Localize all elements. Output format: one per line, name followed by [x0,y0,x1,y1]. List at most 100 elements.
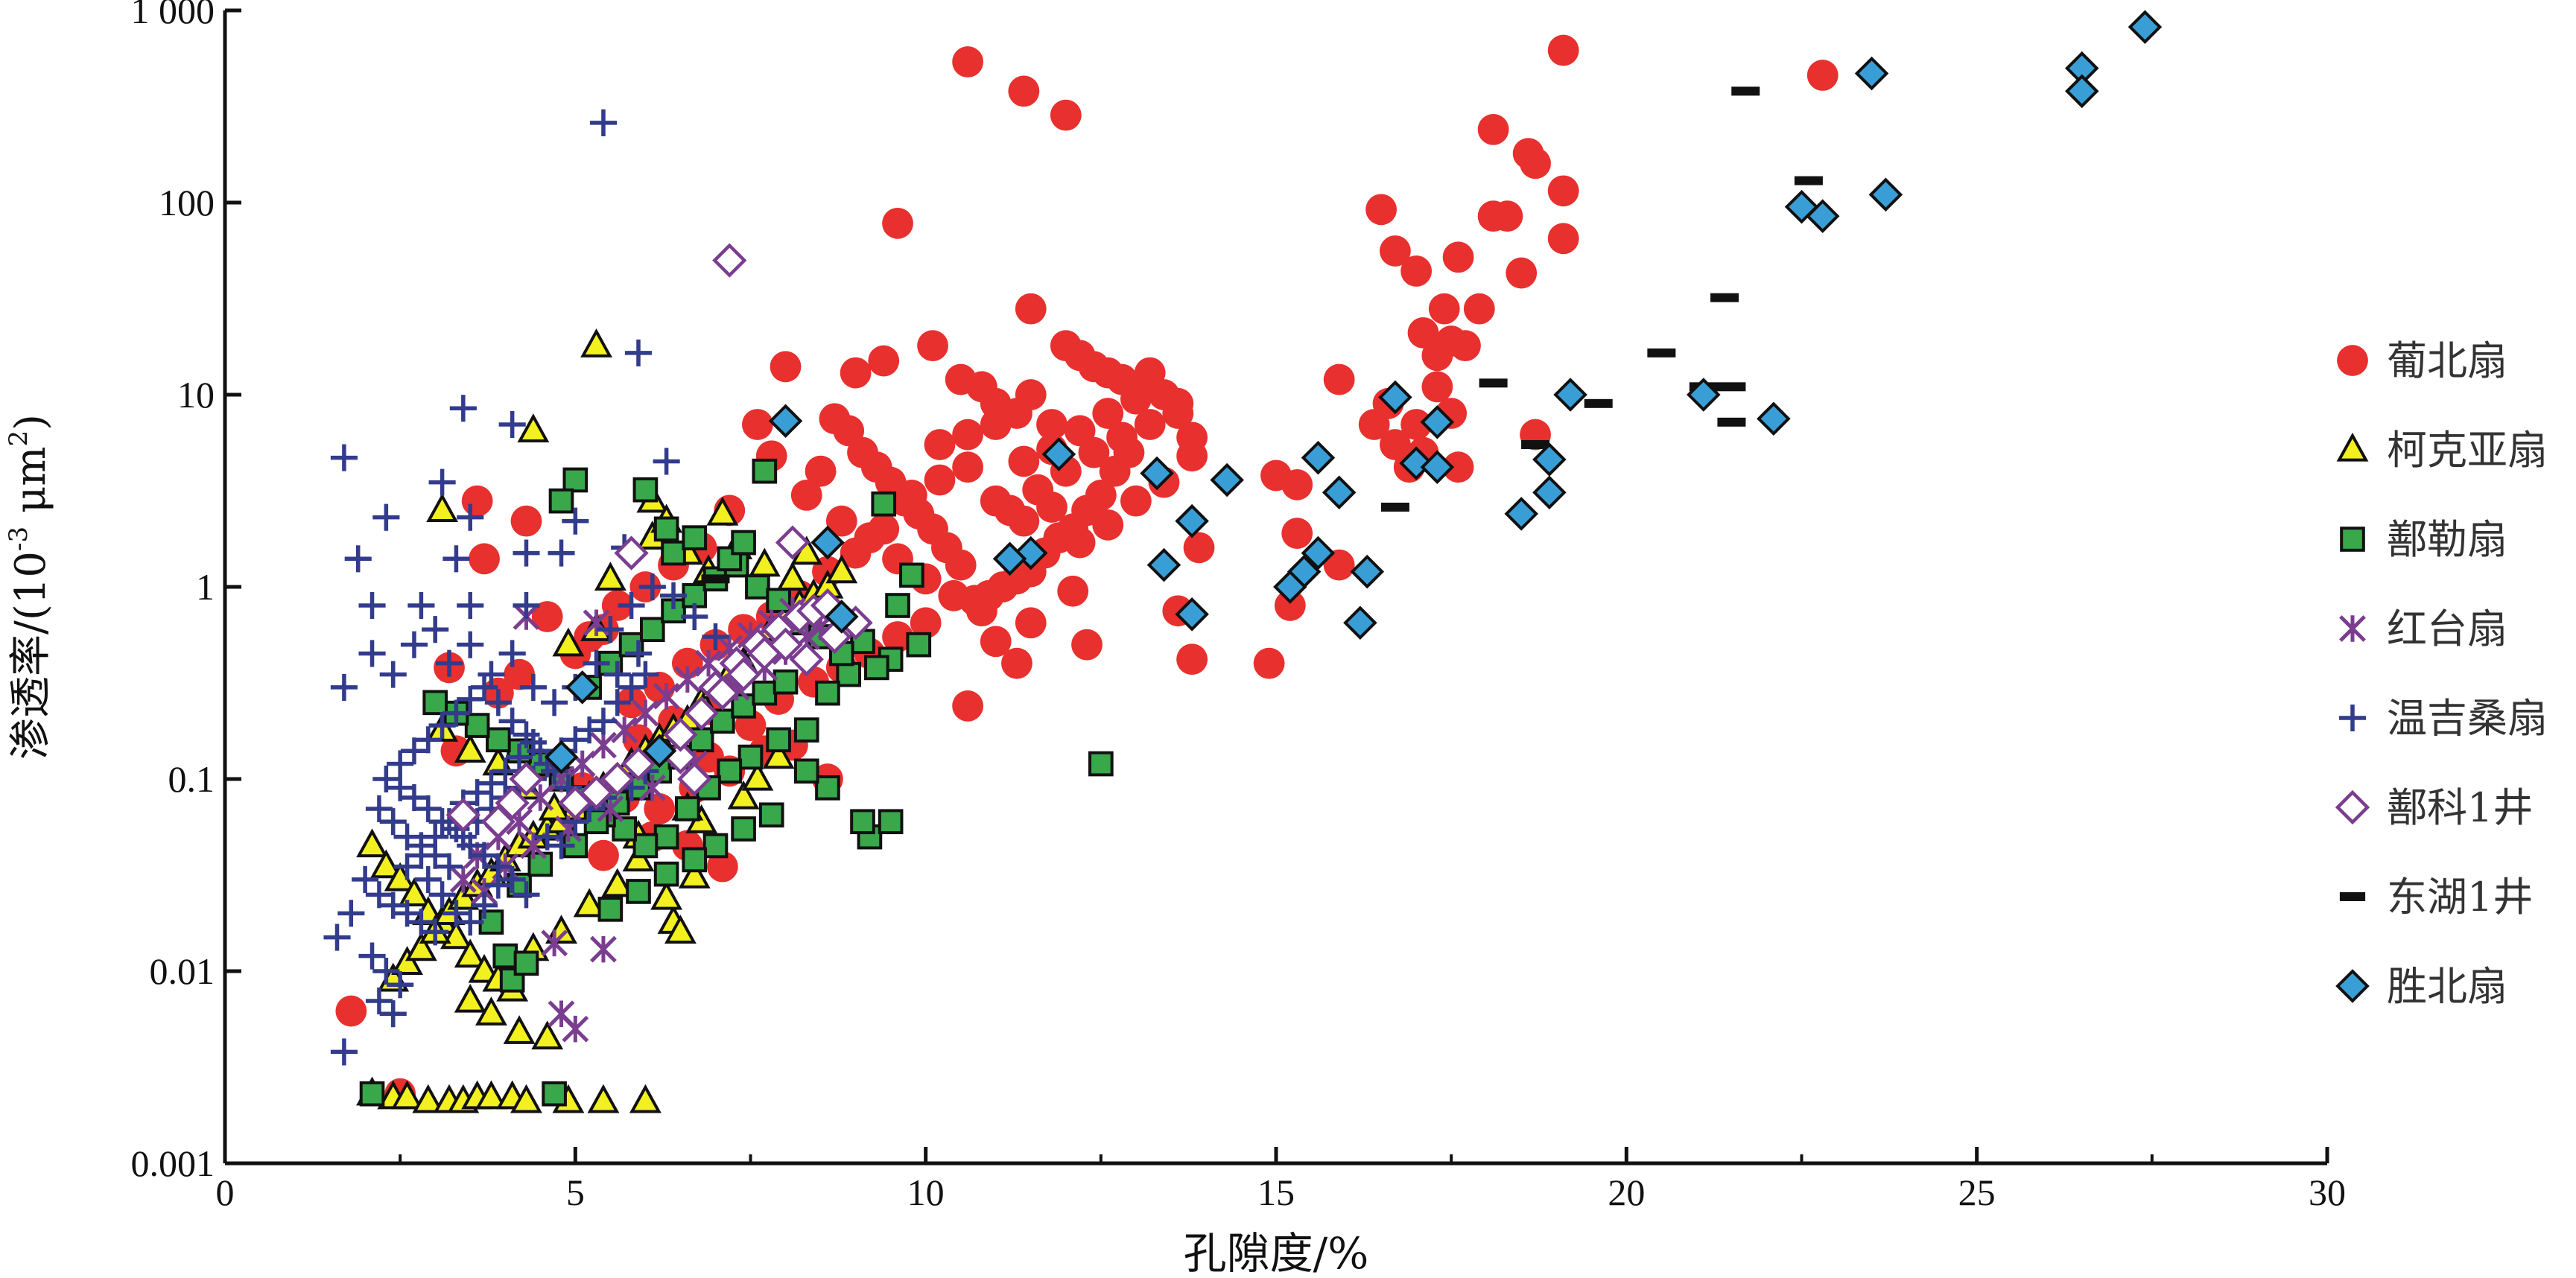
data-point [825,600,859,634]
data-point [588,839,619,871]
legend-item: 葡北扇 [2337,337,2507,384]
data-point [580,328,612,357]
plot-area [323,10,2163,1113]
data-point [1868,177,1903,212]
data-point [393,823,421,851]
legend-label: 鄯科1井 [2387,784,2533,831]
data-point [793,758,819,784]
legend-marker [2339,615,2366,642]
data-point [475,996,507,1026]
data-point [1806,60,1839,91]
data-point [1521,439,1550,449]
data-point [1442,451,1474,483]
legend-marker [2335,969,2370,1003]
data-point [365,795,393,823]
data-point [1532,475,1567,510]
data-point [407,591,435,620]
data-point [1407,317,1439,349]
data-point [475,1080,507,1110]
x-tick-label: 10 [907,1172,945,1213]
data-point [618,591,645,620]
data-point [752,680,778,706]
y-axis-title-unit: μm [7,447,55,527]
data-point [1176,643,1208,675]
data-point [1071,629,1103,661]
data-point [379,661,407,688]
data-point [498,640,526,667]
data-point [1380,502,1409,512]
data-point [1036,492,1067,523]
data-point [1421,371,1453,403]
data-point [1013,535,1048,570]
legend-label: 柯克亚扇 [2387,427,2548,474]
data-point [1106,422,1138,454]
data-point [1120,383,1152,415]
y-tick-label: 10 [177,374,215,416]
data-point [701,574,730,584]
data-point [400,737,428,765]
data-point [533,823,561,851]
data-point [337,900,365,927]
data-point [917,330,948,362]
data-point [583,649,610,677]
data-point [737,744,764,770]
series-5 [445,243,873,839]
data-point [1805,199,1840,233]
data-point [391,946,424,976]
data-point [1520,147,1551,179]
data-point [400,631,428,658]
data-point [766,588,791,614]
data-point [1176,440,1208,472]
data-point [1647,348,1676,357]
data-point [624,640,653,667]
data-point [731,816,756,842]
legend-label: 胜北扇 [2387,963,2507,1010]
data-point [726,657,761,692]
data-point [391,1080,424,1110]
data-point [840,537,872,569]
data-point [464,713,490,738]
y-tick-label: 100 [159,182,215,223]
data-point [387,750,414,778]
data-point [966,595,997,627]
data-point [632,833,659,859]
y-axis-title-close: ) [7,414,55,430]
data-point [790,480,822,511]
legend-item: 胜北扇 [2335,963,2507,1010]
data-point [850,809,875,835]
data-point [1175,597,1209,632]
data-point [457,685,484,713]
data-point [899,562,924,588]
legend-item: 柯克亚扇 [2336,427,2548,474]
data-point [1504,497,1539,531]
data-point [552,627,585,657]
data-point [1400,409,1433,440]
data-point [815,775,840,801]
data-point [871,491,897,517]
data-point [495,786,530,821]
data-point [330,444,358,471]
data-point [626,879,651,904]
data-point [1322,475,1357,510]
data-point [470,891,498,919]
data-point [1442,241,1474,273]
data-point [600,761,635,797]
data-point [414,865,442,893]
data-point [407,842,435,869]
data-point [615,687,647,719]
data-point [1274,590,1306,621]
data-point [952,419,984,451]
data-point [372,957,400,985]
data-point [766,727,791,753]
x-tick-label: 0 [216,1172,235,1213]
data-point [1175,503,1209,538]
y-axis-title: 渗透率/(10-3 μm2) [4,414,55,760]
data-point [1710,293,1739,302]
data-point [445,798,480,833]
data-point [330,673,358,701]
data-point [379,891,407,919]
data-point [1450,330,1481,362]
x-tick-label: 30 [2309,1172,2346,1213]
data-point [2128,10,2163,45]
